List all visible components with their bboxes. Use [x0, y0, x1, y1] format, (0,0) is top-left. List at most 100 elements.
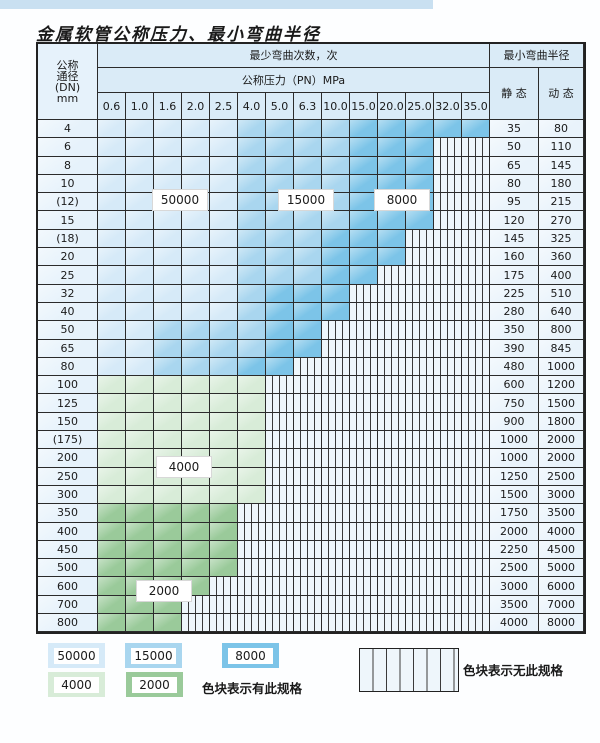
spec-cell — [406, 138, 434, 157]
dn-cell: 65 — [38, 339, 98, 358]
no-spec-cell — [434, 138, 462, 157]
dynamic-radius-cell: 2000 — [539, 431, 584, 450]
no-spec-cell — [378, 595, 406, 615]
spec-cell — [126, 485, 154, 505]
no-spec-cell — [462, 193, 490, 212]
no-spec-cell — [378, 577, 406, 596]
no-spec-cell — [406, 394, 434, 413]
dn-header-cell: 公称 通径 (DN) mm — [38, 44, 98, 120]
legend-swatch: 15000 — [125, 643, 182, 668]
no-spec-cell — [462, 156, 490, 175]
static-radius-cell: 145 — [490, 229, 539, 249]
dynamic-radius-cell: 1000 — [539, 357, 584, 377]
spec-cell — [210, 266, 238, 285]
dn-cell: 700 — [38, 595, 98, 615]
spec-cell — [98, 156, 126, 175]
no-spec-cell — [322, 321, 350, 340]
no-spec-cell — [434, 284, 462, 303]
spec-cell — [322, 120, 350, 139]
dynamic-radius-cell: 510 — [539, 284, 584, 303]
no-spec-cell — [350, 522, 378, 541]
spec-cell — [98, 211, 126, 230]
no-spec-cell — [434, 522, 462, 541]
dynamic-radius-cell: 145 — [539, 156, 584, 175]
no-spec-cell — [434, 193, 462, 212]
spec-cell — [266, 321, 294, 340]
no-spec-cell — [294, 412, 322, 432]
spec-cell — [350, 193, 378, 212]
dynamic-radius-cell: 800 — [539, 321, 584, 340]
spec-cell — [210, 321, 238, 340]
zone-value-label: 2000 — [136, 580, 192, 602]
dn-cell: 50 — [38, 321, 98, 340]
no-spec-cell — [462, 485, 490, 505]
pressure-tick: 0.6 — [98, 93, 126, 120]
static-radius-cell: 3500 — [490, 595, 539, 615]
dn-cell: 15 — [38, 211, 98, 230]
spec-cell — [154, 229, 182, 249]
dynamic-radius-cell: 2000 — [539, 449, 584, 468]
pressure-grid: 公称 通径 (DN) mm 最少弯曲次数，次 最小弯曲半径 公称压力（PN）MPa 静 态动 … — [38, 44, 584, 633]
spec-cell — [154, 266, 182, 285]
spec-cell — [182, 485, 210, 505]
no-spec-cell — [238, 504, 266, 523]
no-spec-cell — [434, 431, 462, 450]
no-spec-cell — [322, 559, 350, 578]
dn-cell: 25 — [38, 266, 98, 285]
spec-cell — [266, 248, 294, 267]
pressure-tick: 1.0 — [126, 93, 154, 120]
no-spec-cell — [378, 614, 406, 633]
spec-cell — [182, 266, 210, 285]
spec-cell — [126, 614, 154, 633]
no-spec-cell — [462, 321, 490, 340]
zone-value-label: 15000 — [278, 189, 334, 211]
spec-cell — [154, 302, 182, 322]
spec-cell — [210, 357, 238, 377]
spec-cell — [266, 302, 294, 322]
spec-cell — [266, 339, 294, 358]
no-spec-cell — [434, 559, 462, 578]
min-bend-radius-header: 最小弯曲半径 — [490, 44, 584, 68]
no-spec-cell — [434, 504, 462, 523]
static-radius-cell: 95 — [490, 193, 539, 212]
spec-cell — [378, 211, 406, 230]
spec-cell — [210, 485, 238, 505]
dn-cell: (12) — [38, 193, 98, 212]
legend-swatch-value: 4000 — [54, 676, 99, 693]
no-spec-cell — [322, 467, 350, 486]
spec-cell — [294, 266, 322, 285]
legend-swatch-value: 50000 — [54, 647, 99, 664]
spec-cell — [322, 248, 350, 267]
spec-cell — [126, 357, 154, 377]
no-spec-cell — [378, 467, 406, 486]
dn-cell: 32 — [38, 284, 98, 303]
dn-cell: (18) — [38, 229, 98, 249]
no-spec-cell — [406, 595, 434, 615]
no-spec-cell — [462, 467, 490, 486]
static-radius-cell: 900 — [490, 412, 539, 432]
bend-cycles-header: 最少弯曲次数，次 — [98, 44, 490, 68]
zone-value-label: 50000 — [152, 189, 208, 211]
pressure-tick: 6.3 — [294, 93, 322, 120]
static-radius-cell: 1250 — [490, 467, 539, 486]
no-spec-cell — [266, 559, 294, 578]
dn-cell: (175) — [38, 431, 98, 450]
static-radius-cell: 1000 — [490, 431, 539, 450]
static-radius-cell: 4000 — [490, 614, 539, 633]
spec-cell — [210, 138, 238, 157]
no-spec-cell — [266, 394, 294, 413]
spec-cell — [98, 302, 126, 322]
no-spec-cell — [294, 394, 322, 413]
no-spec-cell — [434, 540, 462, 560]
spec-cell — [182, 211, 210, 230]
spec-cell — [154, 522, 182, 541]
dynamic-radius-cell: 4000 — [539, 522, 584, 541]
no-spec-cell — [182, 614, 210, 633]
spec-cell — [350, 211, 378, 230]
dynamic-radius-cell: 3500 — [539, 504, 584, 523]
no-spec-cell — [266, 504, 294, 523]
no-spec-cell — [434, 412, 462, 432]
spec-cell — [126, 540, 154, 560]
no-spec-cell — [322, 394, 350, 413]
pressure-tick: 25.0 — [406, 93, 434, 120]
